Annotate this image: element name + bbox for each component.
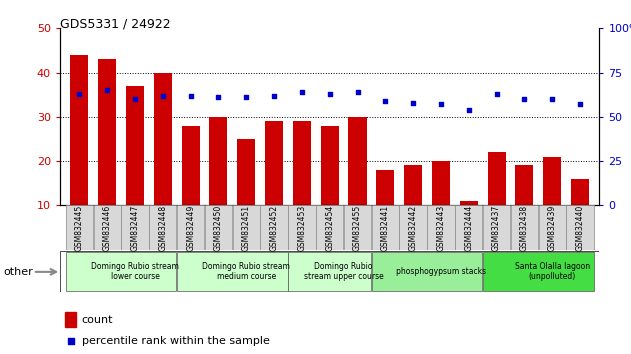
Bar xyxy=(288,205,316,250)
Text: GSM832441: GSM832441 xyxy=(381,204,390,251)
Text: GSM832454: GSM832454 xyxy=(325,204,334,251)
Text: Santa Olalla lagoon
(unpolluted): Santa Olalla lagoon (unpolluted) xyxy=(515,262,590,281)
Point xyxy=(575,102,585,107)
Text: GSM832443: GSM832443 xyxy=(437,204,445,251)
Point xyxy=(102,87,112,93)
Text: GSM832437: GSM832437 xyxy=(492,204,501,251)
Point xyxy=(213,95,223,100)
Bar xyxy=(66,252,177,291)
Bar xyxy=(233,205,260,250)
Point xyxy=(436,102,446,107)
Bar xyxy=(567,205,594,250)
Bar xyxy=(293,121,311,205)
Bar xyxy=(71,55,88,205)
Bar xyxy=(288,252,371,291)
Point xyxy=(74,91,85,97)
Bar xyxy=(321,126,339,205)
Text: GSM832455: GSM832455 xyxy=(353,204,362,251)
Point xyxy=(408,100,418,105)
Text: GSM832438: GSM832438 xyxy=(520,204,529,251)
Bar xyxy=(177,205,204,250)
Point xyxy=(130,96,140,102)
Bar xyxy=(121,205,149,250)
Point xyxy=(241,95,251,100)
Text: GSM832439: GSM832439 xyxy=(548,204,557,251)
Text: GSM832448: GSM832448 xyxy=(158,204,167,251)
Bar xyxy=(404,166,422,205)
Text: count: count xyxy=(81,315,113,325)
Bar xyxy=(543,156,561,205)
Text: Domingo Rubio stream
lower course: Domingo Rubio stream lower course xyxy=(91,262,179,281)
Text: GSM832452: GSM832452 xyxy=(269,204,278,251)
Text: GSM832453: GSM832453 xyxy=(297,204,307,251)
Bar xyxy=(427,205,454,250)
Text: phosphogypsum stacks: phosphogypsum stacks xyxy=(396,267,486,276)
Text: percentile rank within the sample: percentile rank within the sample xyxy=(81,336,269,346)
Bar xyxy=(66,312,76,327)
Text: GSM832450: GSM832450 xyxy=(214,204,223,251)
Text: GSM832445: GSM832445 xyxy=(75,204,84,251)
Bar xyxy=(205,205,232,250)
Bar xyxy=(460,201,478,205)
Bar xyxy=(372,205,399,250)
Bar xyxy=(483,252,594,291)
Text: GSM832451: GSM832451 xyxy=(242,204,251,251)
Bar xyxy=(66,205,93,250)
Text: GSM832446: GSM832446 xyxy=(103,204,112,251)
Point xyxy=(519,96,529,102)
Point xyxy=(464,107,474,113)
Point xyxy=(547,96,557,102)
Bar xyxy=(344,205,371,250)
Bar xyxy=(98,59,116,205)
Text: GSM832449: GSM832449 xyxy=(186,204,195,251)
Bar xyxy=(126,86,144,205)
Bar xyxy=(348,117,367,205)
Text: GSM832444: GSM832444 xyxy=(464,204,473,251)
Point xyxy=(492,91,502,97)
Point xyxy=(380,98,391,104)
Point xyxy=(66,338,76,344)
Bar xyxy=(265,121,283,205)
Text: GSM832447: GSM832447 xyxy=(131,204,139,251)
Point xyxy=(269,93,279,98)
Bar xyxy=(177,252,288,291)
Bar xyxy=(432,161,450,205)
Bar xyxy=(237,139,256,205)
Text: Domingo Rubio stream
medium course: Domingo Rubio stream medium course xyxy=(203,262,290,281)
Bar xyxy=(488,152,505,205)
Bar xyxy=(538,205,566,250)
Bar xyxy=(455,205,482,250)
Bar xyxy=(516,166,533,205)
Point xyxy=(324,91,334,97)
Text: GSM832440: GSM832440 xyxy=(575,204,584,251)
Bar xyxy=(209,117,228,205)
Bar xyxy=(571,179,589,205)
Text: other: other xyxy=(3,267,33,277)
Bar xyxy=(316,205,343,250)
Bar xyxy=(182,126,199,205)
Text: Domingo Rubio
stream upper course: Domingo Rubio stream upper course xyxy=(304,262,384,281)
Bar xyxy=(261,205,288,250)
Bar xyxy=(399,205,427,250)
Bar xyxy=(510,205,538,250)
Bar xyxy=(149,205,177,250)
Bar xyxy=(483,205,510,250)
Bar xyxy=(154,73,172,205)
Point xyxy=(353,89,363,95)
Point xyxy=(297,89,307,95)
Point xyxy=(186,93,196,98)
Bar xyxy=(376,170,394,205)
Text: GSM832442: GSM832442 xyxy=(409,204,418,251)
Bar xyxy=(372,252,482,291)
Text: GDS5331 / 24922: GDS5331 / 24922 xyxy=(60,18,170,31)
Point xyxy=(158,93,168,98)
Bar xyxy=(93,205,121,250)
